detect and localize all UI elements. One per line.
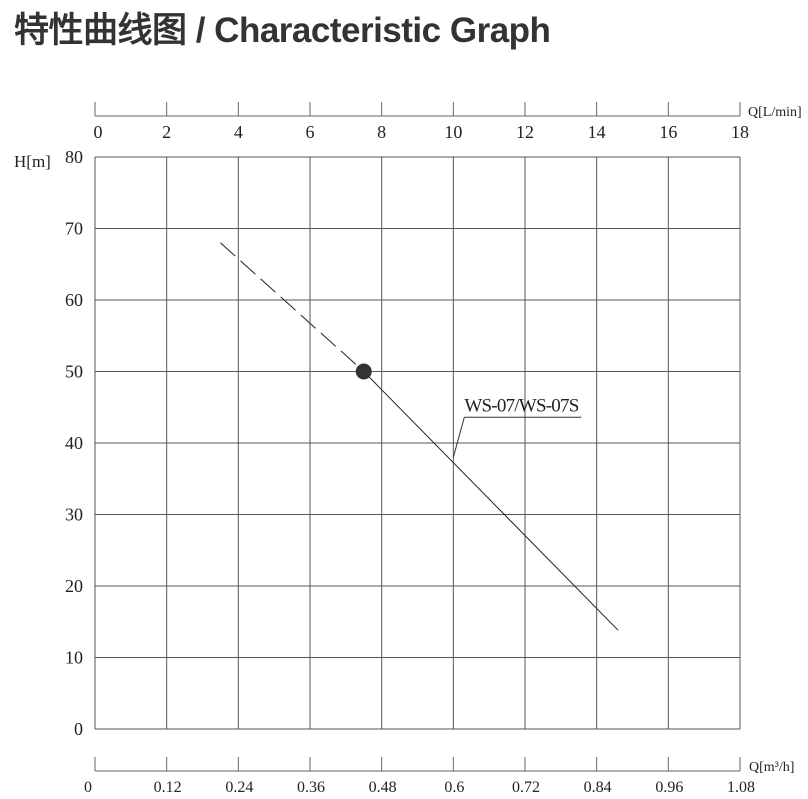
- x-bottom-tick-label: 0.36: [297, 779, 325, 796]
- curve-solid-segment: [363, 371, 619, 631]
- curve: [220, 242, 619, 631]
- y-tick-label: 70: [65, 219, 83, 239]
- y-tick-label: 10: [65, 648, 83, 668]
- y-axis-label: H[m]: [14, 152, 51, 171]
- x-top-tick-label: 6: [306, 122, 315, 142]
- operating-point: [355, 363, 372, 380]
- x-top-tick-label: 16: [659, 122, 677, 142]
- x-bottom-tick-label: 0.72: [512, 779, 540, 796]
- series-label: WS-07/WS-07S: [464, 395, 579, 416]
- y-tick-label: 50: [65, 362, 83, 382]
- x-bottom-tick-label: 0.96: [655, 779, 683, 796]
- x-top-tick-label: 0: [94, 122, 103, 142]
- x-top-tick-label: 14: [588, 122, 606, 142]
- y-tick-label: 0: [74, 719, 83, 739]
- x-bottom-tick-label: 0.6: [444, 779, 464, 796]
- chart-title: 特性曲线图 / Characteristic Graph: [14, 11, 551, 50]
- y-tick-label: 20: [65, 576, 83, 596]
- x-bottom-tick-label: 0.84: [584, 779, 612, 796]
- x-bottom-tick-label: 1.08: [727, 779, 755, 796]
- x-bottom-tick-label: 0: [84, 779, 92, 796]
- x-top-tick-label: 2: [162, 122, 171, 142]
- grid: [94, 156, 741, 730]
- x-bottom-tick-label: 0.48: [369, 779, 397, 796]
- y-tick-label: 40: [65, 433, 83, 453]
- y-tick-label: 80: [65, 147, 83, 167]
- curve-dashed-segment: [220, 242, 365, 372]
- x-top-tick-label: 18: [731, 122, 749, 142]
- annotation-leader: [452, 417, 465, 458]
- x-top-tick-label: 12: [516, 122, 534, 142]
- x-top-tick-label: 8: [377, 122, 386, 142]
- x-top-tick-label: 10: [444, 122, 462, 142]
- x-top-tick-label: 4: [234, 122, 243, 142]
- x-top-axis-label: Q[L/min]: [748, 105, 802, 120]
- x-bottom-tick-label: 0.12: [154, 779, 182, 796]
- x-bottom-axis-label: Q[m³/h]: [749, 760, 794, 775]
- y-tick-label: 60: [65, 290, 83, 310]
- y-tick-label: 30: [65, 505, 83, 525]
- axes: 0 0 2 0.12 4 0.24 6 0.36 8 0.48 10 0.6 12 0.72 14 0.84 1…: [65, 102, 755, 796]
- x-bottom-tick-label: 0.24: [225, 779, 253, 796]
